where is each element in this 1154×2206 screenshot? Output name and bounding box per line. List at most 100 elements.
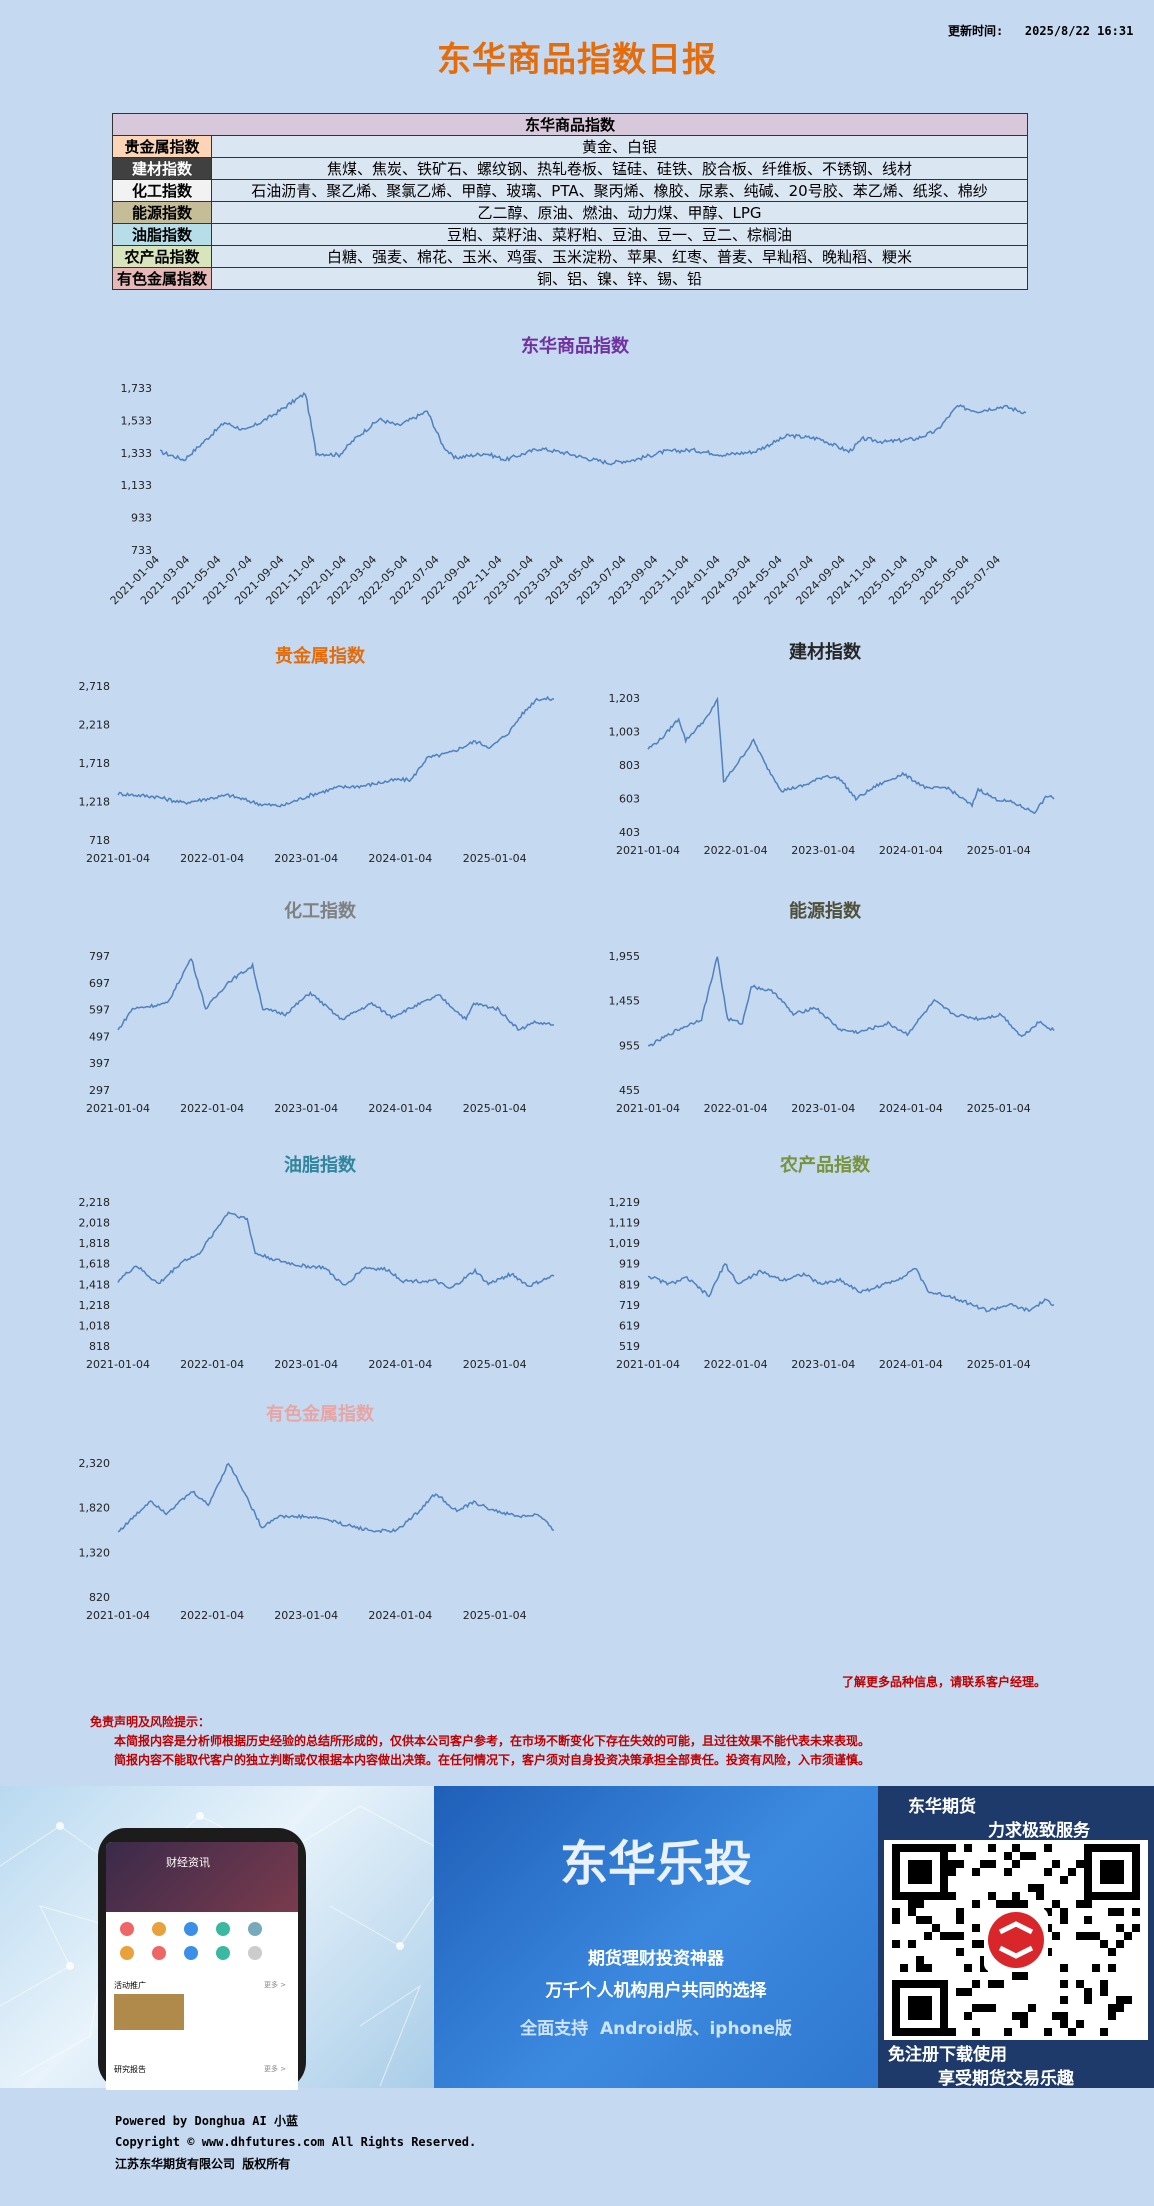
- chart-building: 403 603 803 1,003 1,203 2021-01-04 2022-01-04 2…: [609, 692, 1055, 857]
- chart-title-main: 东华商品指数: [521, 336, 629, 357]
- table-row: 有色金属指数 铜、铝、镍、锌、锡、铅: [111, 267, 1028, 290]
- y-tick-label: 2,218: [79, 719, 111, 732]
- x-tick-label: 2021-01-04: [86, 1609, 150, 1622]
- disclaimer-line-2: 简报内容不能取代客户的独立判断或仅根据本内容做出决策。在任何情况下，客户须对自身…: [114, 1753, 871, 1767]
- x-tick-label: 2023-01-04: [791, 844, 855, 857]
- banner-phone-panel: 财经资讯 活动推广 更多 > 研究报告 更多 >: [0, 1786, 434, 2090]
- y-tick-label: 1,618: [79, 1258, 111, 1271]
- index-components: 白糖、强麦、棉花、玉米、鸡蛋、玉米淀粉、苹果、红枣、普麦、早籼稻、晚籼稻、粳米: [211, 245, 1028, 268]
- y-tick-label: 2,218: [79, 1196, 111, 1209]
- y-tick-label: 697: [89, 977, 110, 990]
- y-tick-label: 597: [89, 1004, 110, 1017]
- phone-caption: 财经资讯: [166, 1856, 210, 1869]
- register-line-1: 免注册下载使用: [888, 2045, 1007, 2065]
- y-tick-label: 1,133: [121, 479, 153, 492]
- y-tick-label: 1,820: [79, 1502, 111, 1515]
- chart-title-building: 建材指数: [789, 642, 861, 663]
- chart-title-nonferrous: 有色金属指数: [266, 1404, 374, 1425]
- app-banner[interactable]: 财经资讯 活动推广 更多 > 研究报告 更多 > 东华乐投 期货理财投资神器 万…: [0, 1786, 1154, 2090]
- y-tick-label: 403: [619, 826, 640, 839]
- slogan-1: 期货理财投资神器: [588, 1949, 724, 1969]
- table-row: 贵金属指数 黄金、白银: [111, 135, 1028, 158]
- y-tick-label: 1,818: [79, 1237, 111, 1250]
- y-tick-label: 1,333: [121, 447, 153, 460]
- series-line: [117, 1462, 555, 1534]
- banner-qr-panel: 东华期货 力求极致服务 免注册下载使用 享受期货交易乐趣: [878, 1786, 1154, 2089]
- x-tick-label: 2024-01-04: [368, 852, 432, 865]
- index-name: 农产品指数: [111, 245, 213, 268]
- x-tick-label: 2021-01-04: [616, 1102, 680, 1115]
- series-line: [117, 957, 555, 1031]
- footer-powered: Powered by Donghua AI 小蓝: [115, 2114, 298, 2128]
- y-tick-label: 919: [619, 1258, 640, 1271]
- x-tick-label: 2021-01-04: [616, 844, 680, 857]
- update-value: 2025/8/22 16:31: [1024, 24, 1134, 38]
- chart-main: 7339331,1331,3331,5331,7332021-01-042021…: [108, 382, 1027, 607]
- index-components: 石油沥青、聚乙烯、聚氯乙烯、甲醇、玻璃、PTA、聚丙烯、橡胶、尿素、纯碱、20号…: [211, 179, 1028, 202]
- y-tick-label: 955: [619, 1039, 640, 1052]
- x-tick-label: 2022-01-04: [180, 852, 244, 865]
- index-name: 贵金属指数: [111, 135, 213, 158]
- index-name: 建材指数: [111, 157, 213, 180]
- register-line-2: 享受期货交易乐趣: [938, 2069, 1074, 2089]
- y-tick-label: 820: [89, 1591, 110, 1604]
- footer: Powered by Donghua AI 小蓝 Copyright © www…: [115, 2112, 476, 2172]
- chart-title-precious: 贵金属指数: [275, 646, 365, 667]
- x-tick-label: 2025-01-04: [967, 844, 1031, 857]
- x-tick-label: 2025-01-04: [967, 1102, 1031, 1115]
- table-row: 化工指数 石油沥青、聚乙烯、聚氯乙烯、甲醇、玻璃、PTA、聚丙烯、橡胶、尿素、纯碱…: [111, 179, 1028, 202]
- y-tick-label: 2,320: [79, 1457, 111, 1470]
- series-line: [647, 1263, 1055, 1313]
- update-label: 更新时间:: [948, 24, 1004, 38]
- y-tick-label: 2,018: [79, 1217, 111, 1230]
- chart-title-oils: 油脂指数: [284, 1155, 356, 1176]
- update-time: 更新时间: 2025/8/22 16:31: [948, 22, 1133, 39]
- y-tick-label: 803: [619, 759, 640, 772]
- x-tick-label: 2022-01-04: [704, 1358, 768, 1371]
- y-tick-label: 719: [619, 1299, 640, 1312]
- company-logo-icon: [988, 1912, 1044, 1968]
- x-tick-label: 2024-01-04: [368, 1358, 432, 1371]
- y-tick-label: 619: [619, 1319, 640, 1332]
- disclaimer-title: 免责声明及风险提示：: [90, 1715, 211, 1729]
- y-tick-label: 1,218: [79, 796, 111, 809]
- y-tick-label: 1,955: [609, 950, 641, 963]
- phone-section-reports: 研究报告: [114, 2065, 146, 2074]
- y-tick-label: 1,718: [79, 757, 111, 770]
- y-tick-label: 819: [619, 1278, 640, 1291]
- x-tick-label: 2025-01-04: [463, 1609, 527, 1622]
- phone-section-activity: 活动推广: [114, 1981, 146, 1990]
- x-tick-label: 2024-01-04: [879, 1358, 943, 1371]
- y-tick-label: 1,533: [121, 414, 153, 427]
- chart-energy: 455 955 1,455 1,955 2021-01-04 2022-01-04 2023…: [609, 950, 1055, 1115]
- x-tick-label: 2021-01-04: [86, 852, 150, 865]
- phone-more-link-2: 更多 >: [264, 2065, 287, 2073]
- x-tick-label: 2025-01-04: [967, 1358, 1031, 1371]
- x-tick-label: 2025-01-04: [463, 1358, 527, 1371]
- qr-code[interactable]: [884, 1840, 1148, 2040]
- y-tick-label: 497: [89, 1030, 110, 1043]
- slogan-2: 万千个人机构用户共同的选择: [545, 1981, 767, 2001]
- index-components: 黄金、白银: [211, 135, 1028, 158]
- contact-note: 了解更多品种信息，请联系客户经理。: [842, 1675, 1047, 1689]
- series-line: [647, 956, 1055, 1047]
- y-tick-label: 297: [89, 1084, 110, 1097]
- series-line: [647, 696, 1055, 815]
- table-row: 建材指数 焦煤、焦炭、铁矿石、螺纹钢、热轧卷板、锰硅、硅铁、胶合板、纤维板、不锈钢…: [111, 157, 1028, 180]
- y-tick-label: 603: [619, 793, 640, 806]
- chart-agri: 519 619 719 819 919 1,019 1,119 1,219 2021-01-04…: [609, 1196, 1055, 1371]
- index-name: 能源指数: [111, 201, 213, 224]
- index-name: 化工指数: [111, 179, 213, 202]
- y-tick-label: 1,320: [79, 1546, 111, 1559]
- index-components: 铜、铝、镍、锌、锡、铅: [211, 267, 1028, 290]
- index-name: 有色金属指数: [111, 267, 213, 290]
- x-tick-label: 2023-01-04: [274, 1609, 338, 1622]
- chart-oils: 818 1,018 1,218 1,418 1,618 1,818 2,018 2,218 20…: [79, 1196, 555, 1371]
- x-tick-label: 2024-01-04: [879, 1102, 943, 1115]
- y-tick-label: 933: [131, 512, 152, 525]
- phone-promo-image: [114, 1994, 184, 2030]
- y-tick-label: 1,119: [609, 1217, 641, 1230]
- x-tick-label: 2022-01-04: [704, 844, 768, 857]
- chart-chemical: 297 397 497 597 697 797 2021-01-04 2022-01-04 20…: [86, 950, 555, 1115]
- y-tick-label: 1,003: [609, 726, 641, 739]
